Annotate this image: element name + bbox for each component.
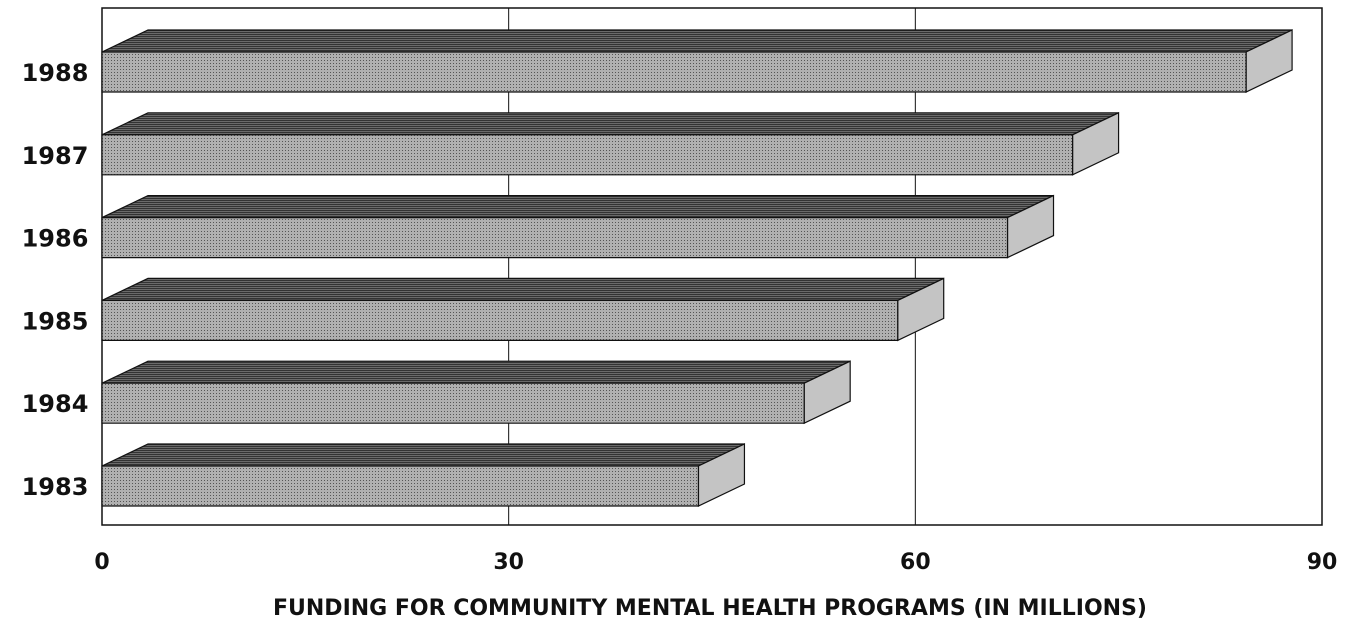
bar: [101, 194, 1055, 259]
bar: [101, 111, 1120, 176]
bar-front: [101, 51, 1247, 93]
bar: [101, 443, 746, 507]
bar: [101, 360, 851, 425]
bar-top: [101, 277, 944, 301]
bar-top: [101, 443, 745, 467]
x-tick-label: 90: [1307, 550, 1338, 575]
x-axis-label: FUNDING FOR COMMUNITY MENTAL HEALTH PROG…: [273, 596, 1147, 621]
y-tick-label: 1988: [22, 59, 89, 87]
y-tick-label: 1987: [22, 142, 89, 170]
y-tick-label: 1986: [22, 225, 89, 253]
x-tick-label: 30: [493, 550, 524, 575]
x-tick-label: 0: [94, 550, 109, 575]
bar: [101, 29, 1293, 93]
bar: [101, 277, 945, 342]
bar-top: [101, 195, 1054, 219]
y-tick-label: 1983: [22, 473, 89, 501]
bar-front: [101, 217, 1009, 259]
bar-front: [101, 382, 805, 424]
bar-front: [101, 465, 700, 507]
bar-front: [101, 299, 899, 341]
y-tick-label: 1985: [22, 307, 89, 335]
bar-front: [101, 134, 1074, 176]
bar-top: [101, 112, 1119, 136]
x-tick-label: 60: [900, 550, 931, 575]
bar-top: [101, 360, 851, 384]
y-tick-label: 1984: [22, 390, 89, 418]
bar-top: [101, 29, 1293, 53]
